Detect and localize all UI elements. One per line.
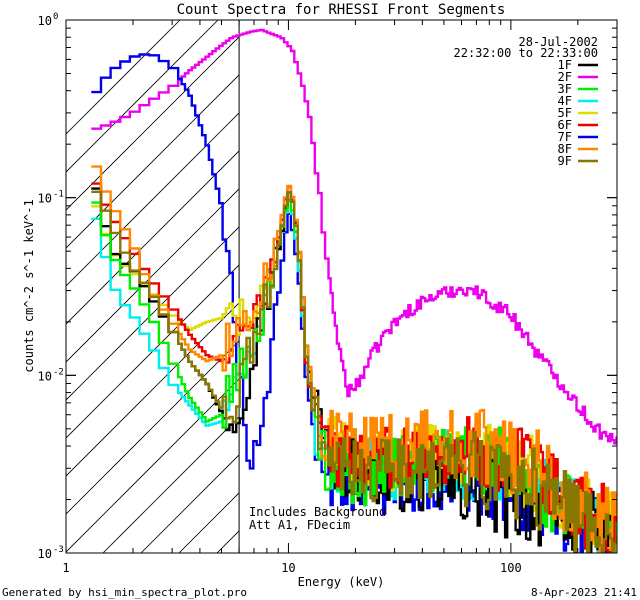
- y-tick-label: 10: [38, 14, 52, 28]
- y-tick-exponent: -1: [53, 190, 64, 200]
- y-axis-label-group: counts cm^-2 s^-1 keV^-1: [22, 199, 36, 372]
- axis-ticks: [65, 19, 618, 554]
- hatch-line: [178, 492, 240, 553]
- chart-title: Count Spectra for RHESSI Front Segments: [177, 2, 506, 18]
- hatch-line: [66, 226, 240, 401]
- annotation-background: Includes Background: [249, 505, 386, 519]
- hatch-line: [66, 378, 240, 553]
- y-tick-label: 10: [38, 547, 52, 561]
- legend-label-3F: 3F: [558, 82, 572, 96]
- hatch-line: [66, 340, 240, 515]
- hatch-line: [66, 20, 181, 135]
- hatch-line: [66, 150, 240, 325]
- hatch-line: [66, 36, 240, 211]
- y-tick-label: 10: [38, 369, 52, 383]
- footer-generated-by: Generated by hsi_min_spectra_plot.pro: [2, 586, 247, 599]
- hatch-line: [626, 0, 640, 600]
- date-label: 28-Jul-2002: [519, 35, 598, 49]
- x-tick-label: 10: [281, 561, 295, 575]
- x-tick-labels: 1 10 100: [62, 561, 521, 575]
- hatch-line: [66, 74, 240, 249]
- legend-label-4F: 4F: [558, 94, 572, 108]
- y-tick-label: 10: [38, 192, 52, 206]
- series-9F: [91, 190, 617, 553]
- plot-frame: [65, 19, 618, 554]
- y-tick-exponent: -3: [53, 545, 64, 555]
- legend-label-9F: 9F: [558, 154, 572, 168]
- legend-label-1F: 1F: [558, 58, 572, 72]
- hatch-line: [140, 454, 240, 553]
- footer-timestamp: 8-Apr-2023 21:41: [531, 586, 637, 599]
- legend-label-7F: 7F: [558, 130, 572, 144]
- time-range-label: 22:32:00 to 22:33:00: [454, 46, 599, 60]
- x-tick-label: 100: [500, 561, 522, 575]
- hatch-line: [102, 416, 240, 553]
- annotation-attenuator: Att A1, FDecim: [249, 518, 350, 532]
- legend-label-8F: 8F: [558, 142, 572, 156]
- hatch-line: [66, 188, 240, 363]
- legend-label-6F: 6F: [558, 118, 572, 132]
- hatch-line: [66, 264, 240, 439]
- x-tick-label: 1: [62, 561, 69, 575]
- legend-label-2F: 2F: [558, 70, 572, 84]
- series-2F: [91, 28, 617, 445]
- y-tick-exponent: -2: [53, 367, 64, 377]
- legend-label-5F: 5F: [558, 106, 572, 120]
- y-axis-label: counts cm^-2 s^-1 keV^-1: [22, 199, 36, 372]
- series-layer: [91, 28, 617, 553]
- y-tick-exponent: 0: [53, 12, 58, 22]
- x-axis-label: Energy (keV): [298, 575, 385, 589]
- hatch-line: [66, 20, 219, 173]
